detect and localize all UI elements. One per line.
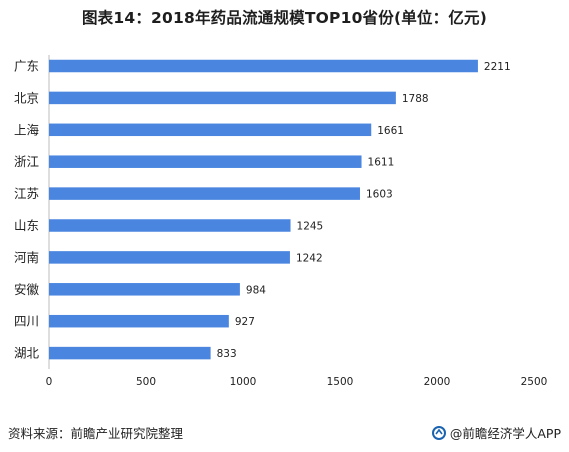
category-label: 湖北 xyxy=(14,346,40,361)
bar-2 xyxy=(49,91,396,105)
x-tick-label: 500 xyxy=(136,376,156,388)
category-label: 山东 xyxy=(14,218,39,233)
source-note: 资料来源：前瞻产业研究院整理 xyxy=(8,426,184,441)
value-label: 1611 xyxy=(368,157,395,169)
value-label: 1661 xyxy=(377,125,404,137)
category-label: 四川 xyxy=(14,314,39,329)
bar-3 xyxy=(49,123,372,137)
value-label: 1242 xyxy=(296,252,323,264)
value-label: 1788 xyxy=(402,93,429,105)
value-labels: 2211 1788 1661 1611 1603 1245 1242 984 927 833 xyxy=(217,61,511,360)
value-label: 2211 xyxy=(484,61,511,73)
x-tick-label: 2000 xyxy=(424,376,451,388)
bar-4 xyxy=(49,155,362,168)
x-tick-label: 1500 xyxy=(327,376,354,388)
bar-7 xyxy=(49,251,290,264)
bar-5 xyxy=(49,187,360,200)
value-label: 927 xyxy=(235,316,255,328)
bars xyxy=(49,59,478,360)
bar-1 xyxy=(49,59,478,73)
bar-8 xyxy=(49,283,240,296)
bar-6 xyxy=(49,219,291,232)
value-label: 833 xyxy=(217,348,237,360)
chart-title: 图表14：2018年药品流通规模TOP10省份(单位：亿元) xyxy=(81,9,488,27)
category-label: 北京 xyxy=(14,90,39,105)
value-label: 1245 xyxy=(297,221,324,233)
footer: 资料来源：前瞻产业研究院整理 @前瞻经济学人APP xyxy=(0,421,569,447)
brand-name: @前瞻经济学人APP xyxy=(449,426,561,441)
category-label: 安徽 xyxy=(14,282,40,297)
value-label: 1603 xyxy=(366,189,393,201)
x-tick-label: 0 xyxy=(46,376,53,388)
x-tick-labels: 0 500 1000 1500 2000 2500 xyxy=(46,376,548,388)
category-label: 上海 xyxy=(14,122,40,137)
category-label: 河南 xyxy=(14,250,39,265)
x-tick-label: 1000 xyxy=(230,376,257,388)
x-tick-label: 2500 xyxy=(521,376,548,388)
value-label: 984 xyxy=(246,284,266,296)
bar-10 xyxy=(49,346,211,360)
category-label: 广东 xyxy=(14,59,39,74)
bar-9 xyxy=(49,314,229,328)
brand-credit: @前瞻经济学人APP xyxy=(431,423,561,442)
category-label: 江苏 xyxy=(14,186,39,201)
category-label: 浙江 xyxy=(14,154,39,169)
brand-logo-icon xyxy=(431,425,446,440)
